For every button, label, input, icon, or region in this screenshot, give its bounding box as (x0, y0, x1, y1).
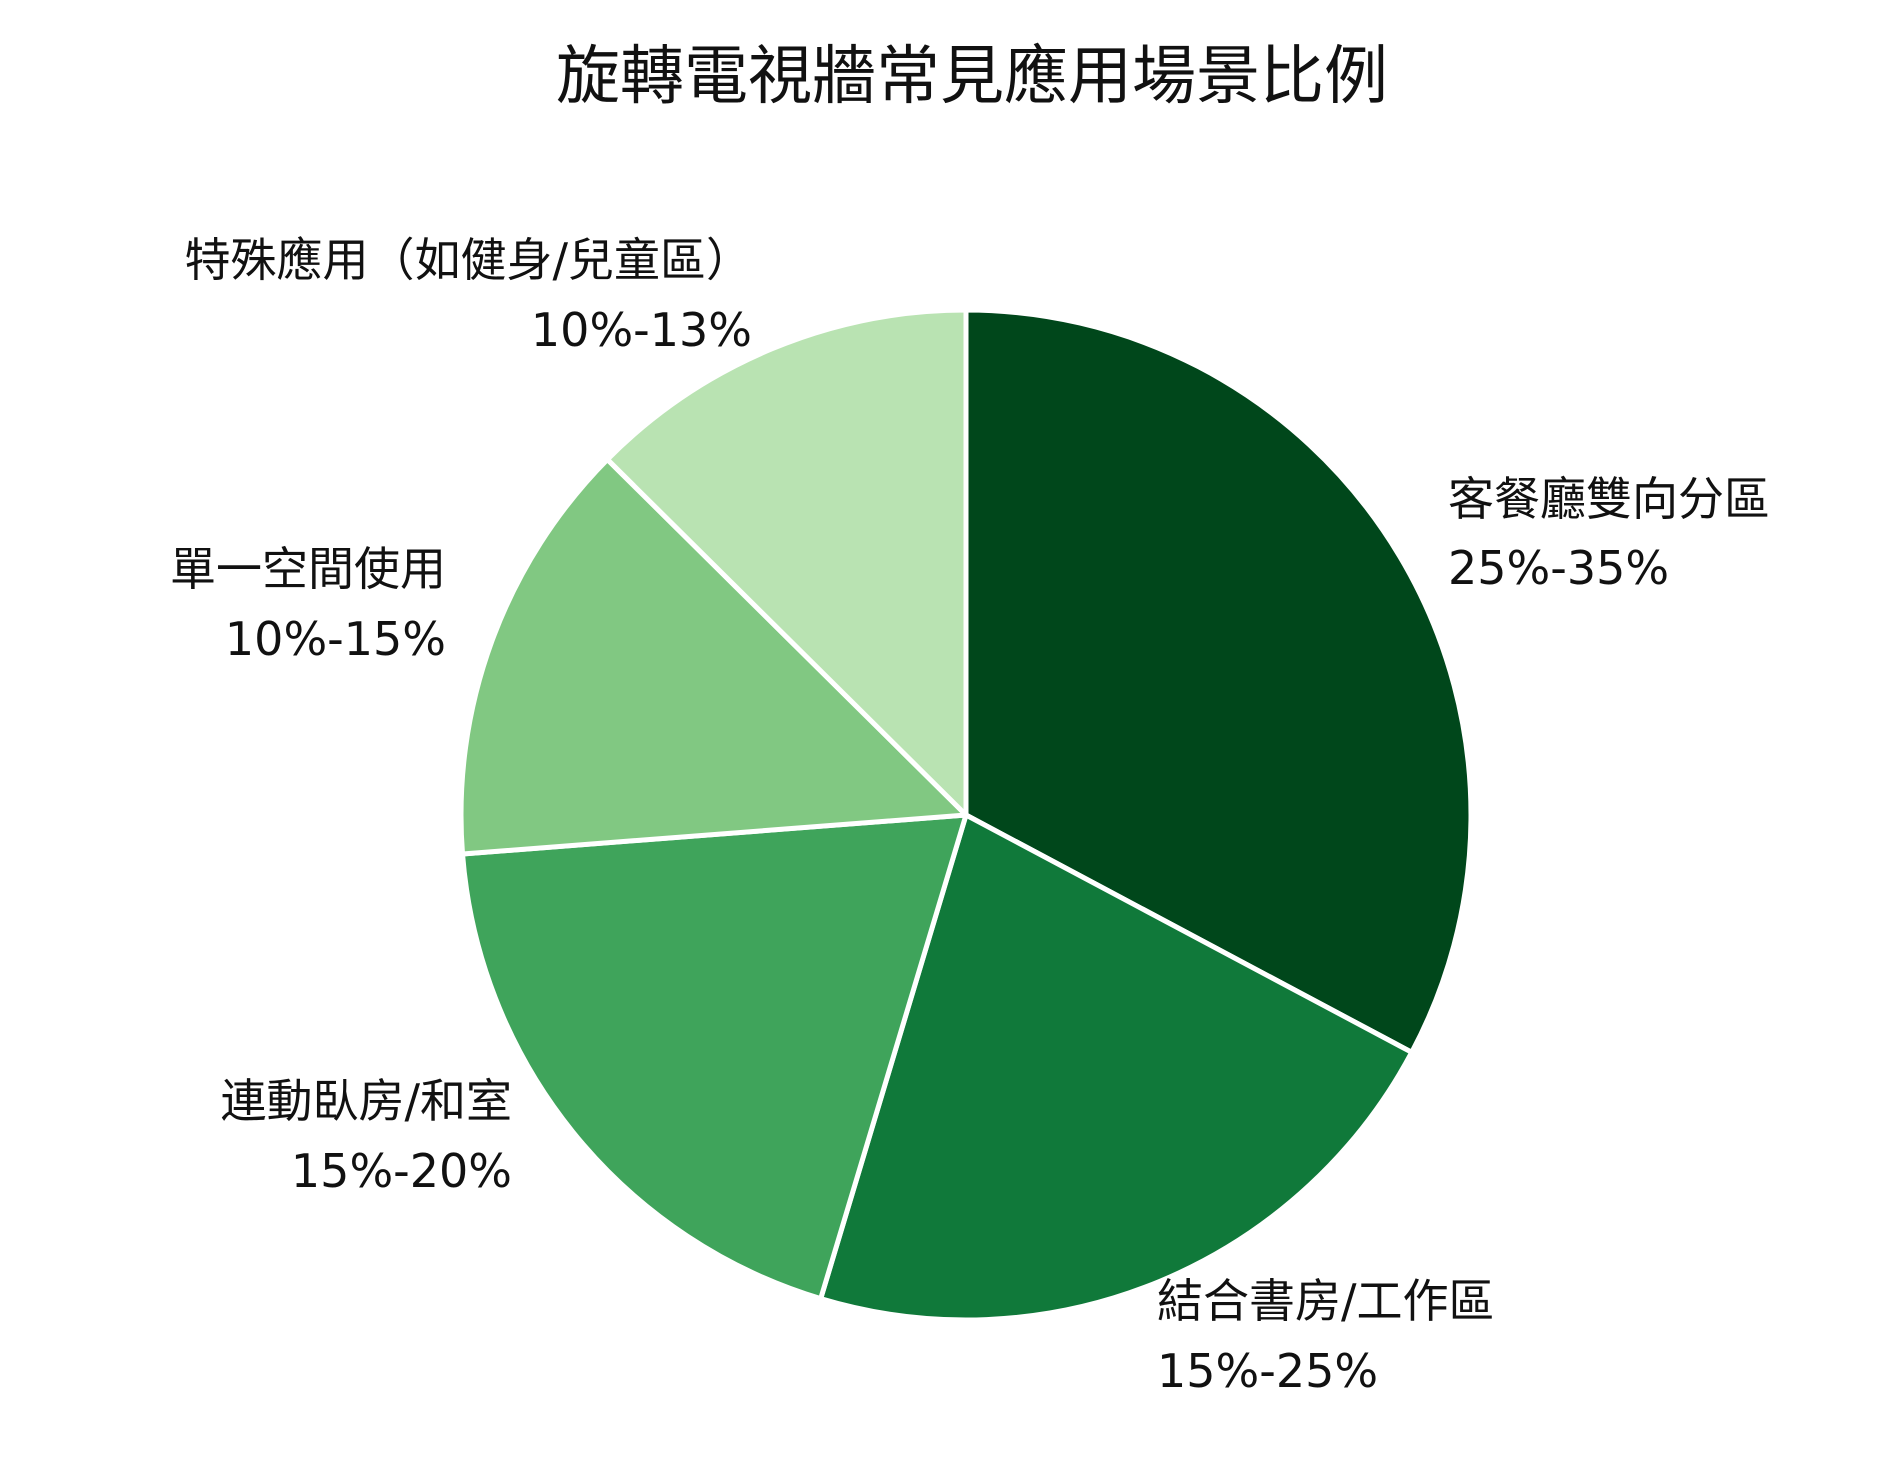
slice-label-category-2: 連動臥房/和室 (221, 1074, 513, 1128)
pie-slice-3 (458, 456, 969, 857)
slice-labels: 客餐廳雙向分區 25%-35% 結合書房/工作區 15%-25% 連動臥房/和室… (170, 233, 1770, 1398)
slice-label-category-4: 特殊應用（如健身/兒童區） (185, 233, 753, 287)
slice-label-range-1: 15%-25% (1157, 1344, 1378, 1398)
slice-label-category-3: 單一空間使用 (170, 542, 446, 596)
slice-label-range-0: 25%-35% (1448, 541, 1669, 595)
chart-title: 旋轉電視牆常見應用場景比例 (556, 40, 1388, 114)
pie-slices (458, 307, 1474, 1323)
slice-label-category-0: 客餐廳雙向分區 (1448, 472, 1770, 526)
pie-slice-2 (460, 812, 969, 1302)
slice-label-category-1: 結合書房/工作區 (1157, 1274, 1495, 1328)
slice-label-range-3: 10%-15% (225, 612, 446, 666)
slice-label-range-4: 10%-13% (531, 303, 752, 357)
slice-label-range-2: 15%-20% (291, 1144, 512, 1198)
pie-slice-4 (604, 307, 969, 818)
pie-slice-1 (818, 812, 1415, 1323)
pie-slice-0 (963, 307, 1474, 1055)
